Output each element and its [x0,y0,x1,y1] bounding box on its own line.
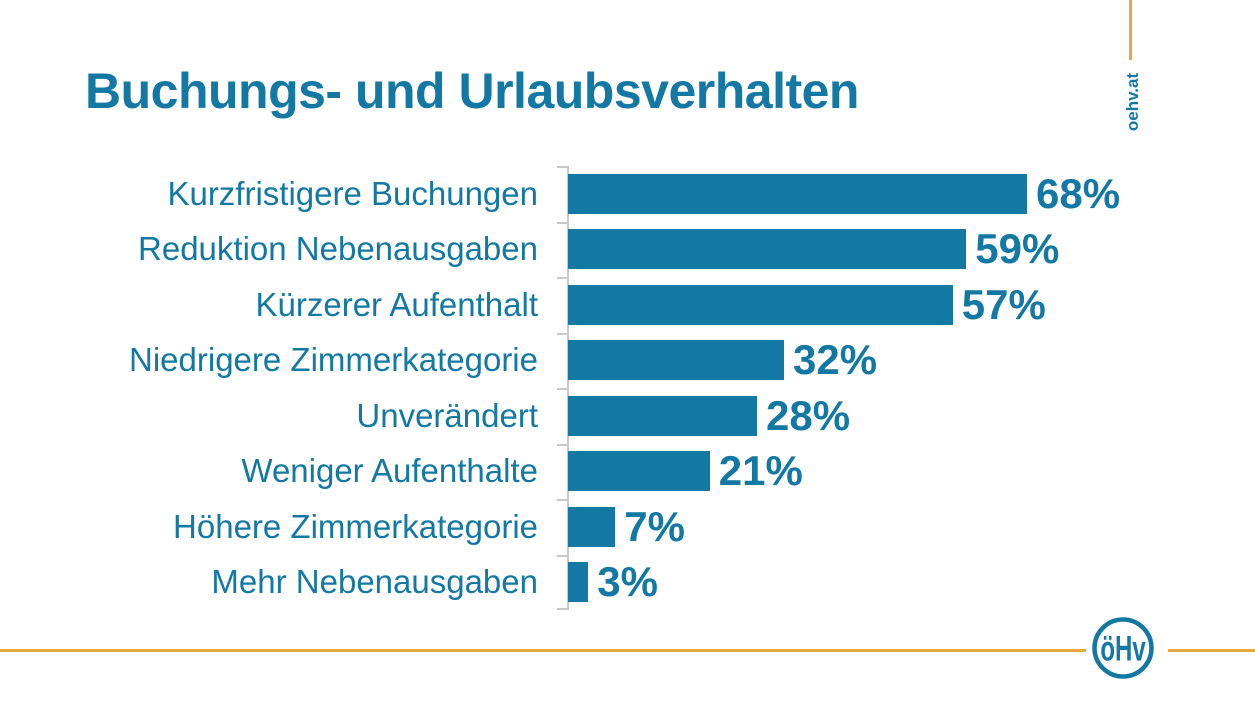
category-label: Mehr Nebenausgaben [211,563,538,601]
y-axis [557,166,569,610]
bar [568,173,1027,214]
axis-tick [557,332,567,335]
bar-track: 68% [568,169,1255,217]
bar-track: 3% [568,558,1255,606]
category-label: Kurzfristigere Buchungen [167,174,538,212]
bottom-rule-right [1168,649,1255,652]
chart-row: Kürzerer Aufenthalt 57% [0,277,1255,333]
value-label: 3% [597,558,658,606]
category-label: Reduktion Nebenausgaben [138,230,538,268]
value-label: 21% [718,447,803,495]
bar-track: 7% [568,502,1255,550]
category-label: Höhere Zimmerkategorie [173,507,538,545]
bar [568,395,757,436]
value-label: 28% [766,391,851,439]
chart-row: Reduktion Nebenausgaben 59% [0,222,1255,278]
category-label: Kürzerer Aufenthalt [255,285,539,323]
chart-title: Buchungs- und Urlaubsverhalten [85,63,859,119]
bar [568,451,710,492]
bar-track: 59% [568,225,1255,273]
value-label: 68% [1036,169,1121,217]
bar-track: 57% [568,280,1255,328]
axis-tick [557,554,567,557]
value-label: 32% [793,336,878,384]
category-label: Niedrigere Zimmerkategorie [129,341,538,379]
bottom-rule-left [0,649,1086,652]
logo-monogram: öHv [1100,630,1146,668]
bar-track: 21% [568,447,1255,495]
chart-rows: Kurzfristigere Buchungen 68% Reduktion Neb… [0,166,1255,611]
chart-row: Mehr Nebenausgaben 3% [0,555,1255,611]
bar [568,284,953,325]
chart-row: Weniger Aufenthalte 21% [0,444,1255,500]
oehv-logo: öHv [1092,617,1154,679]
axis-tick [557,388,567,390]
bar [568,340,784,381]
bar [568,229,967,270]
bar-track: 28% [568,391,1255,439]
chart-row: Kurzfristigere Buchungen 68% [0,166,1255,222]
category-label: Unverändert [356,396,538,434]
category-label: Weniger Aufenthalte [241,452,538,490]
value-label: 7% [624,502,685,550]
chart-row: Niedrigere Zimmerkategorie 32% [0,333,1255,389]
axis-tick [557,443,567,446]
value-label: 59% [975,225,1060,273]
value-label: 57% [961,280,1046,328]
axis-tick [557,499,567,501]
logo-ring [1092,617,1154,679]
chart-row: Unverändert 28% [0,388,1255,444]
top-right-rule [1129,0,1132,60]
axis-tick [557,221,567,224]
chart-row: Höhere Zimmerkategorie 7% [0,499,1255,555]
bar [568,506,616,547]
bar [568,562,589,603]
axis-tick [557,166,567,168]
axis-tick [557,277,567,279]
bar-chart: Kurzfristigere Buchungen 68% Reduktion Neb… [0,166,1255,611]
bar-track: 32% [568,336,1255,384]
site-label: oehv.at [1123,72,1142,132]
axis-tick [557,608,567,610]
